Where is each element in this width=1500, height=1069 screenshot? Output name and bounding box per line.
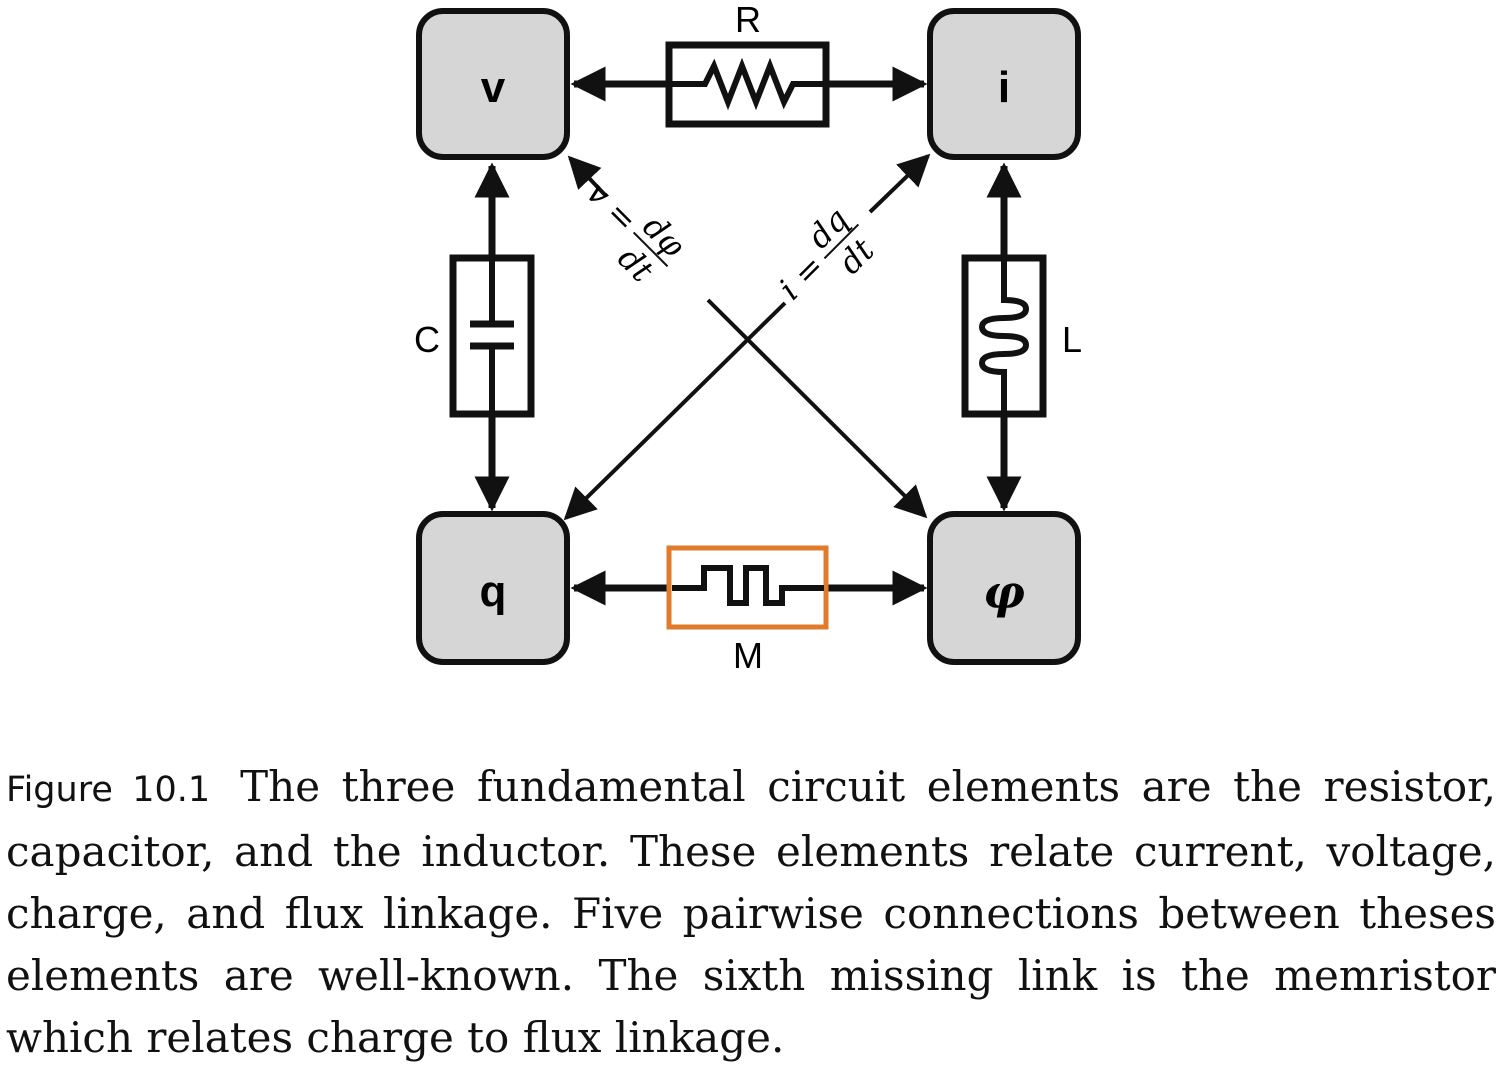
circuit-elements-diagram: v = dφ dt i = dq dt R C L M xyxy=(414,0,1082,676)
node-voltage: v xyxy=(416,8,570,160)
node-voltage-label: v xyxy=(481,63,506,112)
caption-label: Figure 10.1 xyxy=(6,770,211,810)
diagonal-v-phi xyxy=(567,155,928,519)
memristor-connection: M xyxy=(570,545,928,676)
relation-i-dq-dt: i = dq dt xyxy=(771,200,881,307)
inductor-label: L xyxy=(1062,319,1082,360)
relation-v-lhs: v = xyxy=(579,174,645,240)
node-current-label: i xyxy=(998,63,1010,112)
node-flux-label: φ xyxy=(983,565,1025,619)
node-charge: q xyxy=(416,511,570,665)
memristor-symbol xyxy=(672,565,824,606)
resistor-symbol xyxy=(669,57,826,111)
memristor-label: M xyxy=(733,635,763,676)
capacitor-label: C xyxy=(414,319,440,360)
resistor-label: R xyxy=(735,0,761,40)
figure-caption: Figure 10.1 The three fundamental circuit… xyxy=(6,756,1496,1069)
node-current: i xyxy=(927,8,1081,160)
resistor-connection: R xyxy=(570,0,928,128)
caption-text: The three fundamental circuit elements a… xyxy=(6,762,1496,1062)
diagonal-i-q xyxy=(563,153,931,521)
relation-v-dphi-dt: v = dφ dt xyxy=(579,174,693,290)
capacitor-connection: C xyxy=(414,162,535,512)
inductor-connection: L xyxy=(961,162,1082,512)
node-charge-label: q xyxy=(480,567,507,616)
node-flux: φ xyxy=(927,511,1081,665)
inductor-symbol xyxy=(978,258,1030,414)
relation-i-lhs: i = xyxy=(771,247,831,307)
